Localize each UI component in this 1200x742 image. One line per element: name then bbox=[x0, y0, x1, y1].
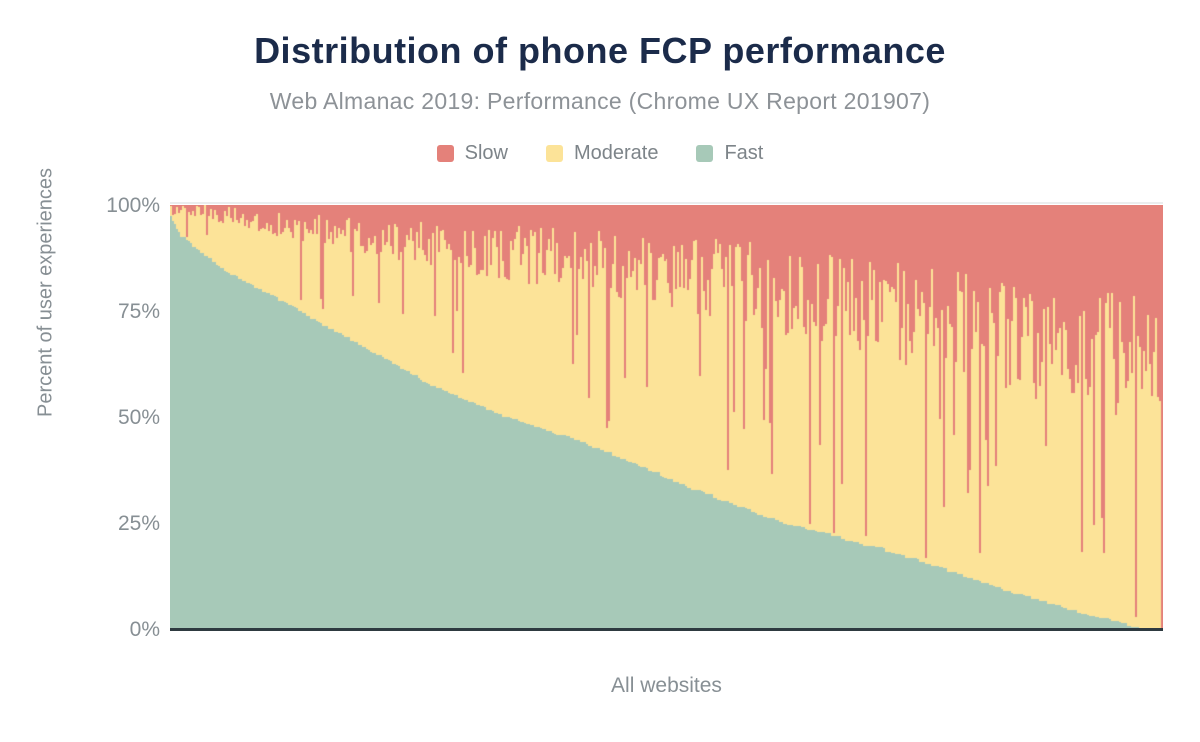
legend-swatch-moderate-icon bbox=[545, 145, 563, 162]
legend-swatch-fast-icon bbox=[696, 145, 714, 162]
y-tick-25: 25% bbox=[117, 512, 160, 535]
y-tick-50: 50% bbox=[117, 406, 160, 429]
legend: Slow Moderate Fast bbox=[0, 142, 1200, 165]
x-axis-label: All websites bbox=[611, 674, 722, 697]
y-tick-100: 100% bbox=[106, 194, 160, 217]
chart-subtitle: Web Almanac 2019: Performance (Chrome UX… bbox=[269, 88, 931, 114]
legend-item-moderate: Moderate bbox=[545, 142, 659, 165]
chart-title: Distribution of phone FCP performance bbox=[254, 30, 946, 71]
chart-canvas bbox=[170, 205, 1163, 630]
legend-label-fast: Fast bbox=[724, 142, 764, 164]
legend-label-moderate: Moderate bbox=[573, 142, 659, 164]
x-axis-baseline bbox=[170, 628, 1163, 631]
plot-area bbox=[170, 202, 1163, 631]
legend-item-slow: Slow bbox=[436, 142, 508, 165]
y-tick-0: 0% bbox=[129, 618, 160, 641]
legend-label-slow: Slow bbox=[464, 142, 508, 164]
legend-swatch-slow-icon bbox=[436, 145, 454, 162]
plot-top-gridline bbox=[170, 202, 1163, 204]
y-tick-75: 75% bbox=[117, 300, 160, 323]
legend-item-fast: Fast bbox=[696, 142, 763, 165]
